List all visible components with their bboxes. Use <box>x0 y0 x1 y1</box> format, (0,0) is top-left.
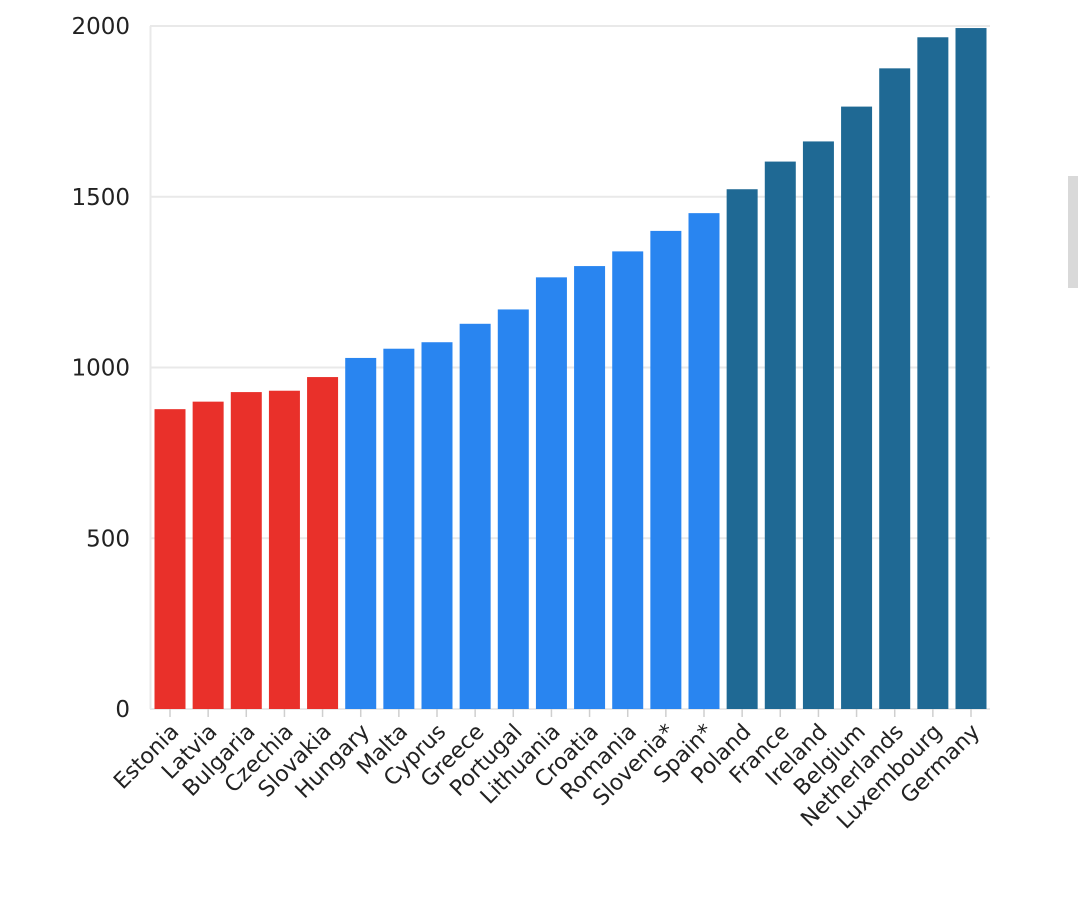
y-tick-label: 1500 <box>71 185 130 211</box>
bar-cyprus <box>421 342 453 709</box>
bar-estonia <box>154 409 186 709</box>
bar-romania <box>612 251 644 709</box>
y-tick-label: 1000 <box>71 356 130 382</box>
x-axis: EstoniaLatviaBulgariaCzechiaSlovakiaHung… <box>109 709 985 834</box>
bar-spain <box>688 213 720 709</box>
y-tick-label: 2000 <box>71 14 130 40</box>
bar-malta <box>383 348 415 709</box>
y-axis: 0 500 1000 1500 2000 <box>71 14 152 723</box>
bar-belgium <box>841 106 873 710</box>
bar-poland <box>726 189 758 709</box>
y-tick-label: 0 <box>115 697 130 723</box>
bar-france <box>764 161 796 709</box>
bar-czechia <box>268 390 300 709</box>
scrollbar-thumb[interactable] <box>1068 176 1078 288</box>
bar-croatia <box>574 266 606 709</box>
bar-latvia <box>192 401 224 709</box>
bar-greece <box>459 323 491 709</box>
bar-portugal <box>497 309 529 709</box>
y-tick-label: 500 <box>86 526 130 552</box>
bar-slovakia <box>307 377 339 709</box>
bar-slovenia <box>650 230 682 709</box>
bar-lithuania <box>535 277 567 709</box>
bar-bulgaria <box>230 392 262 709</box>
bar-germany <box>955 28 987 709</box>
bar-hungary <box>345 357 377 709</box>
bar-netherlands <box>879 68 911 709</box>
bar-ireland <box>802 141 834 709</box>
bar-luxembourg <box>917 37 949 709</box>
bars <box>154 28 987 710</box>
